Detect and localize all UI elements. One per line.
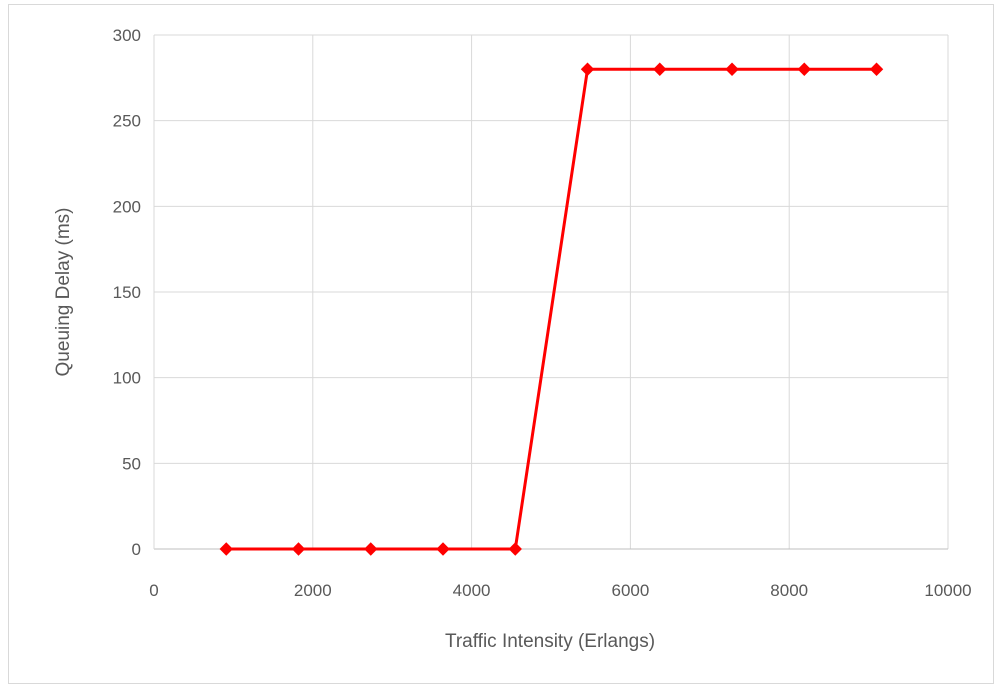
series-line (226, 67, 877, 551)
data-point-marker (797, 62, 811, 76)
y-tick-label: 0 (132, 540, 141, 559)
series-layer (219, 62, 884, 556)
x-tick-label: 2000 (294, 581, 332, 600)
x-tick-label: 10000 (924, 581, 971, 600)
data-point-marker (508, 542, 522, 556)
x-tick-label: 8000 (770, 581, 808, 600)
gridlines (154, 34, 949, 549)
y-tick-label: 50 (122, 454, 141, 473)
x-tick-label: 6000 (611, 581, 649, 600)
y-tick-label: 100 (113, 369, 141, 388)
y-tick-label: 150 (113, 283, 141, 302)
x-tick-label: 4000 (453, 581, 491, 600)
x-axis-title: Traffic Intensity (Erlangs) (445, 631, 655, 652)
y-axis-title: Queuing Delay (ms) (53, 208, 74, 377)
data-point-marker (869, 62, 884, 76)
y-tick-label: 300 (113, 26, 141, 45)
data-point-marker (219, 542, 233, 556)
data-point-marker (653, 62, 667, 76)
chart-frame (8, 4, 994, 684)
data-point-marker (436, 542, 450, 556)
data-point-marker (364, 542, 378, 556)
tick-labels: 0 50 100 150 200 250 300 0 2000 4000 6000 8000 10000 (113, 26, 972, 600)
data-point-marker (580, 62, 595, 76)
y-tick-label: 250 (113, 112, 141, 131)
y-tick-label: 200 (113, 197, 141, 216)
x-tick-label: 0 (149, 581, 158, 600)
data-point-marker (725, 62, 739, 76)
data-point-marker (291, 542, 306, 556)
